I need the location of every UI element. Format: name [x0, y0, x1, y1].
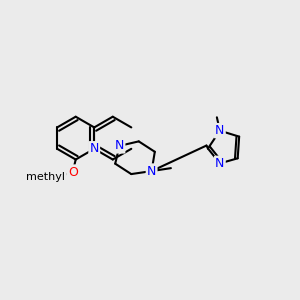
Text: methyl: methyl: [26, 172, 65, 182]
Text: N: N: [215, 124, 224, 137]
Text: O: O: [68, 166, 78, 179]
Text: N: N: [215, 157, 224, 170]
Text: N: N: [147, 165, 156, 178]
Text: N: N: [115, 139, 124, 152]
Text: N: N: [89, 142, 99, 155]
Text: O: O: [68, 166, 78, 179]
